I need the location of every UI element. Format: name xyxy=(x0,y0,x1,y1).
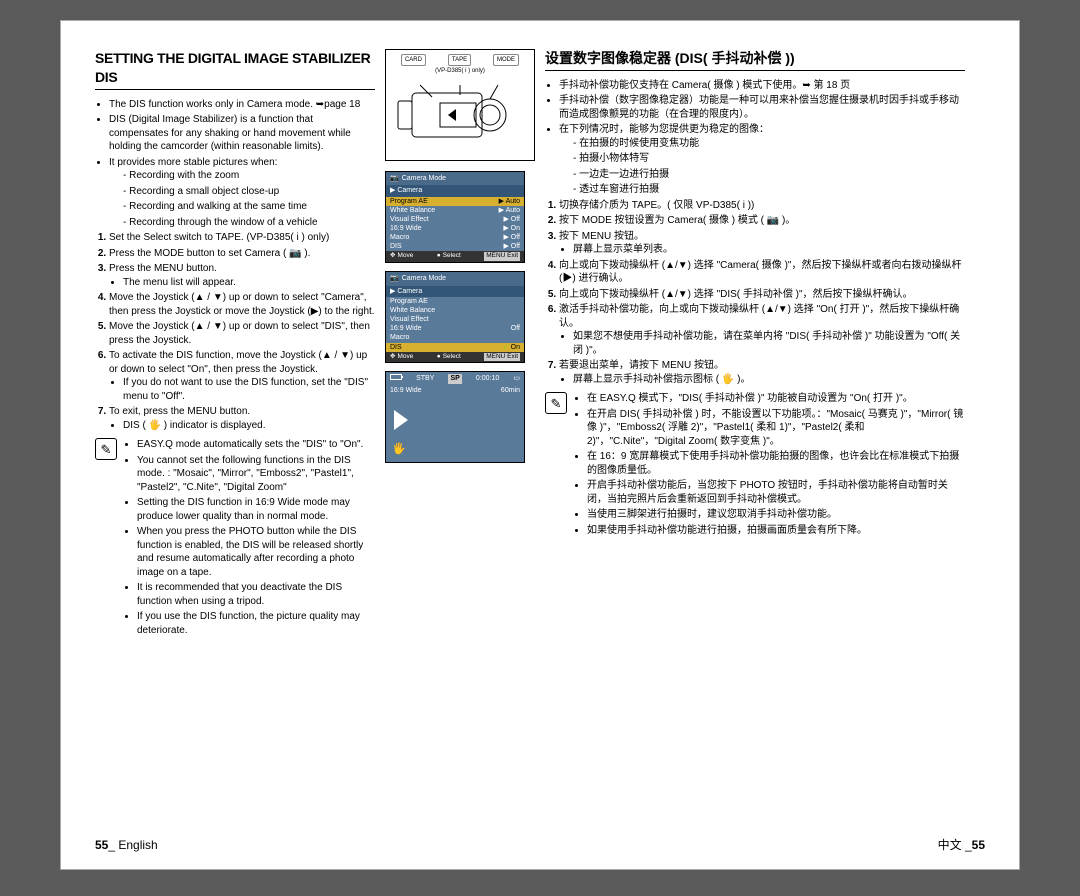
camcorder-icon xyxy=(390,75,530,151)
menu-screen-1: 📷Camera Mode ▶ Camera Program AE▶ Auto W… xyxy=(385,171,525,263)
note-item: 在 EASY.Q 模式下，"DIS( 手抖动补偿 )" 功能被自动设置为 "On… xyxy=(587,392,965,406)
step: To exit, press the MENU button. DIS ( 🖐 … xyxy=(109,405,375,432)
note-item: 在 16：9 宽屏幕模式下使用手抖动补偿功能拍摄的图像，也许会比在标准模式下拍摄… xyxy=(587,450,965,477)
dash-item: Recording through the window of a vehicl… xyxy=(123,216,375,230)
note-item: When you press the PHOTO button while th… xyxy=(137,525,375,579)
label-card: CARD xyxy=(401,54,426,66)
note-item: 在开启 DIS( 手抖动补偿 ) 时，不能设置以下功能项。："Mosaic( 马… xyxy=(587,408,965,449)
step: 若要退出菜单，请按下 MENU 按钮。 屏幕上显示手抖动补偿指示图标 ( 🖐 )… xyxy=(559,359,965,386)
battery-icon xyxy=(390,374,402,380)
camera-diagram: CARD TAPE MODE (VP-D385( i ) only) xyxy=(385,49,535,161)
note-item: EASY.Q mode automatically sets the "DIS"… xyxy=(137,438,375,452)
step: 按下 MENU 按钮。 屏幕上显示菜单列表。 xyxy=(559,230,965,257)
title-en: SETTING THE DIGITAL IMAGE STABILIZER DIS xyxy=(95,49,375,90)
step: Move the Joystick (▲ / ▼) up or down to … xyxy=(109,320,375,347)
label-mode: MODE xyxy=(493,54,519,66)
illustrations-column: CARD TAPE MODE (VP-D385( i ) only) xyxy=(385,49,535,639)
note-item: Setting the DIS function in 16:9 Wide mo… xyxy=(137,496,375,523)
note-item: It is recommended that you deactivate th… xyxy=(137,581,375,608)
dis-hand-icon: 🖐 xyxy=(392,442,406,457)
label-tape: TAPE xyxy=(448,54,471,66)
chinese-column: 设置数字图像稳定器 (DIS( 手抖动补偿 )) 手抖动补偿功能仅支持在 Cam… xyxy=(545,49,965,639)
english-column: SETTING THE DIGITAL IMAGE STABILIZER DIS… xyxy=(95,49,375,639)
note-item: If you use the DIS function, the picture… xyxy=(137,610,375,637)
menu-screen-2: 📷Camera Mode ▶ Camera Program AE White B… xyxy=(385,271,525,363)
notes-en: EASY.Q mode automatically sets the "DIS"… xyxy=(123,438,375,639)
step: Press the MODE button to set Camera ( 📷 … xyxy=(109,247,375,261)
dash-item: Recording with the zoom xyxy=(123,169,375,183)
step: 切换存储介质为 TAPE。( 仅限 VP-D385( i )) xyxy=(559,199,965,213)
step: 向上或向下拨动操纵杆 (▲/▼) 选择 "DIS( 手抖动补偿 )"，然后按下操… xyxy=(559,288,965,302)
notes-zh: 在 EASY.Q 模式下，"DIS( 手抖动补偿 )" 功能被自动设置为 "On… xyxy=(573,392,965,539)
intro-item: DIS (Digital Image Stabilizer) is a func… xyxy=(109,113,375,154)
note-item: 如果使用手抖动补偿功能进行拍摄，拍摄画面质量会有所下降。 xyxy=(587,524,965,538)
note-icon: ✎ xyxy=(95,438,117,460)
step: To activate the DIS function, move the J… xyxy=(109,349,375,403)
step: 按下 MODE 按钮设置为 Camera( 摄像 ) 模式 ( 📷 )。 xyxy=(559,214,965,228)
vp-note: (VP-D385( i ) only) xyxy=(390,67,530,75)
note-item: 开启手抖动补偿功能后，当您按下 PHOTO 按钮时，手抖动补偿功能将自动暂时关闭… xyxy=(587,479,965,506)
title-zh: 设置数字图像稳定器 (DIS( 手抖动补偿 )) xyxy=(545,49,965,71)
intro-item: 手抖动补偿功能仅支持在 Camera( 摄像 ) 模式下使用。➥ 第 18 页 xyxy=(559,79,965,93)
manual-page: SETTING THE DIGITAL IMAGE STABILIZER DIS… xyxy=(60,20,1020,870)
dash-item: Recording and walking at the same time xyxy=(123,200,375,214)
intro-item: The DIS function works only in Camera mo… xyxy=(109,98,375,112)
step: Press the MENU button. The menu list wil… xyxy=(109,262,375,289)
intro-item: It provides more stable pictures when: R… xyxy=(109,156,375,230)
step: 激活手抖动补偿功能，向上或向下拨动操纵杆 (▲/▼) 选择 "On( 打开 )"… xyxy=(559,303,965,357)
intro-item: 手抖动补偿（数字图像稳定器）功能是一种可以用来补偿当您握住摄录机时因手抖或手移动… xyxy=(559,94,965,121)
dash-item: Recording a small object close-up xyxy=(123,185,375,199)
step: 向上或向下拨动操纵杆 (▲/▼) 选择 "Camera( 摄像 )"，然后按下操… xyxy=(559,259,965,286)
step: Move the Joystick (▲ / ▼) up or down to … xyxy=(109,291,375,318)
note-icon: ✎ xyxy=(545,392,567,414)
step: Set the Select switch to TAPE. (VP-D385(… xyxy=(109,231,375,245)
note-item: You cannot set the following functions i… xyxy=(137,454,375,495)
play-indicator-icon xyxy=(394,410,408,430)
note-item: 当使用三脚架进行拍摄时，建议您取消手抖动补偿功能。 xyxy=(587,508,965,522)
page-footer: 55_ English 中文 _55 xyxy=(95,837,985,853)
recording-screen: STBY SP 0:00:10 ▭ 16:9 Wide 60min 🖐 xyxy=(385,371,525,463)
intro-item: 在下列情况时，能够为您提供更为稳定的图像： 在拍摄的时候使用变焦功能 拍摄小物体… xyxy=(559,123,965,197)
